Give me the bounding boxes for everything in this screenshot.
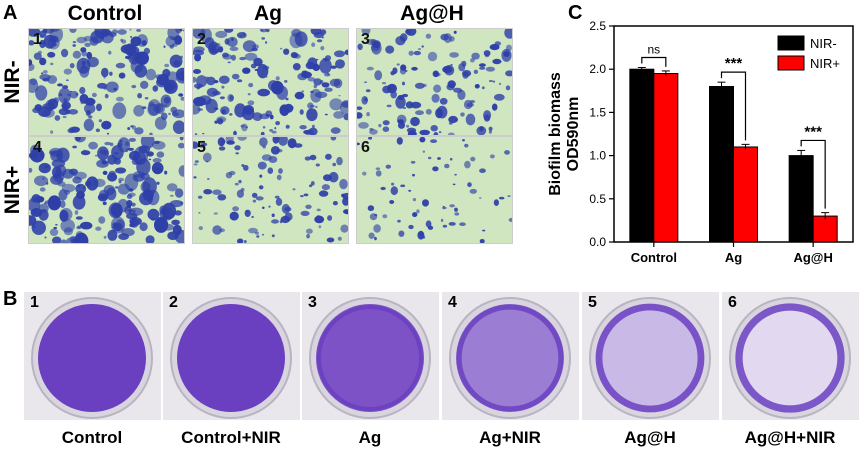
bar-nir: [788, 155, 814, 243]
x-tick-label: Ag: [725, 250, 742, 265]
well-number: 6: [728, 294, 737, 311]
micrograph-tile: 4: [28, 136, 185, 244]
bar-nir: [812, 215, 838, 243]
column-header-control: Control: [67, 2, 143, 25]
y-axis-label-line2: OD590nm: [565, 97, 582, 172]
well-image: 1: [24, 292, 161, 420]
well-number: 1: [30, 294, 39, 311]
y-tick-label: 0.5: [589, 192, 606, 206]
row-header-nir-plus: NIR+: [1, 165, 24, 215]
well-label: Ag+NIR: [479, 428, 541, 447]
well-image: 6: [722, 292, 859, 420]
micrograph-number: 2: [197, 31, 206, 48]
micrograph-tile: 2: [192, 28, 349, 136]
well-image: 2: [163, 292, 300, 420]
column-header-ag: Ag: [254, 2, 282, 25]
bar-nir: [709, 85, 734, 243]
y-tick-label: 1.0: [589, 149, 606, 163]
well-label: Control+NIR: [181, 428, 281, 447]
significance-label: ***: [725, 55, 743, 72]
well-number: 5: [588, 294, 597, 311]
legend-label: NIR+: [810, 56, 840, 71]
well-label: Ag@H: [624, 428, 676, 447]
panel-a-letter: A: [3, 2, 18, 24]
micrograph-tile: 3: [356, 28, 513, 136]
panel-b-letter: B: [3, 288, 18, 310]
well-number: 4: [448, 294, 457, 311]
well-number: 3: [308, 294, 317, 311]
well-label: Ag: [358, 428, 382, 447]
well-image: 5: [582, 292, 719, 420]
micrograph-tile: 6: [356, 136, 513, 244]
y-tick-label: 1.5: [589, 105, 606, 119]
micrograph-tile: 1: [28, 28, 185, 136]
well-label: Ag@H+NIR: [744, 428, 836, 447]
bar-nir: [653, 73, 679, 243]
bar-nir: [733, 146, 758, 243]
micrograph-number: 4: [33, 139, 42, 156]
micrograph-number: 5: [197, 139, 206, 156]
well-image: 3: [302, 292, 439, 420]
column-header-agh: Ag@H: [400, 2, 464, 25]
y-axis-label-line1: Biofilm biomass: [547, 72, 564, 196]
x-tick-label: Ag@H: [793, 250, 832, 265]
micrograph-number: 1: [33, 31, 42, 48]
significance-bracket: [720, 71, 747, 141]
y-tick-label: 2.0: [589, 62, 606, 76]
row-header-nir-minus: NIR-: [1, 60, 24, 104]
panel-c-letter: C: [568, 2, 583, 24]
significance-bracket: [641, 56, 667, 67]
micrograph-tile: 5: [192, 136, 349, 244]
significance-label: ns: [647, 42, 660, 56]
micrograph-number: 6: [361, 139, 370, 156]
micrograph-number: 3: [361, 31, 370, 48]
legend-swatch: [777, 35, 805, 51]
y-tick-label: 0.0: [589, 235, 606, 249]
biofilm-bar-chart: 0.0 0.5 1.0 1.5 2.0 2.5 Biofilm biomass OD590nm…: [547, 19, 854, 265]
well-number: 2: [169, 294, 178, 311]
significance-label: ***: [804, 123, 822, 140]
well-label: Control: [61, 428, 123, 447]
x-tick-label: Control: [631, 250, 677, 265]
bar-nir: [629, 68, 655, 243]
significance-bracket: [800, 139, 826, 209]
y-tick-label: 2.5: [589, 19, 606, 33]
well-image: 4: [442, 292, 579, 420]
legend-label: NIR-: [810, 36, 837, 51]
legend-swatch: [777, 55, 805, 71]
